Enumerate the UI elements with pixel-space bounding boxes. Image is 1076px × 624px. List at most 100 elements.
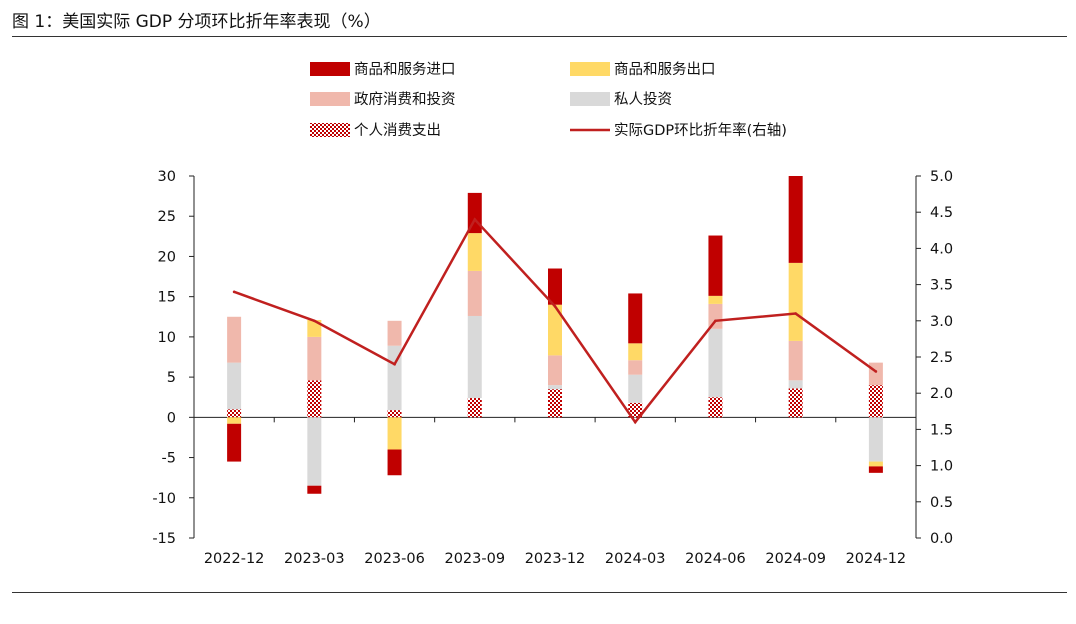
bar-consumption [868,385,883,418]
bar-imports [387,449,402,476]
title-rule [12,36,1067,37]
right-tick-label: 0.0 [930,531,953,547]
bar-government [227,316,242,363]
bar-consumption [548,389,562,418]
bar-imports [708,235,723,296]
legend-swatch-investment [570,92,610,106]
left-tick-label: -5 [162,451,176,467]
gdp-point [553,305,557,308]
x-tick-label: 2024-09 [765,551,826,567]
right-tick-label: 4.0 [930,241,953,257]
bar-imports [788,176,803,263]
bar-consumption [467,398,482,418]
legend-swatch-imports [310,62,350,76]
gdp-point [393,362,396,366]
gdp-point [473,218,477,221]
bar-exports [467,233,482,271]
left-tick-label: 10 [158,330,176,346]
legend-label-investment: 私人投资 [614,91,672,108]
bar-imports [548,268,562,305]
bar-government [788,340,803,381]
left-tick-label: -15 [152,531,176,547]
bar-imports [628,293,643,344]
bar-consumption [227,409,242,418]
bar-exports [387,417,402,450]
left-tick-label: 0 [167,410,176,426]
right-tick-label: 4.5 [930,205,953,221]
bar-government [868,362,883,386]
legend-label-consumption: 个人消费支出 [354,122,441,139]
right-tick-label: 2.5 [930,350,953,366]
x-tick-label: 2023-06 [364,551,425,567]
bar-government [307,336,322,381]
bar-investment [548,385,562,390]
bar-imports [227,423,242,462]
bar-exports [227,417,242,424]
legend-label-government: 政府消费和投资 [354,91,456,108]
gdp-point [313,319,316,323]
x-tick-label: 2024-12 [846,551,907,567]
gdp-point [714,319,717,323]
bar-consumption [708,397,723,418]
bar-consumption [307,380,322,418]
right-tick-label: 3.5 [930,278,953,294]
legend-swatch-government [310,92,350,106]
legend-swatch-exports [570,62,610,76]
left-tick-label: 25 [158,209,176,225]
left-tick-label: 30 [158,169,176,185]
bar-investment [708,328,723,398]
right-tick-label: 3.0 [930,314,953,330]
bar-investment [868,417,883,462]
bar-government [467,270,482,316]
x-tick-label: 2023-09 [444,551,505,567]
gdp-point [633,420,637,424]
x-tick-label: 2022-12 [204,551,265,567]
right-tick-label: 2.0 [930,386,953,402]
bar-government [548,355,562,386]
bar-government [628,360,643,375]
gdp-point [874,370,878,373]
bar-investment [788,380,803,389]
left-tick-label: 20 [158,249,176,265]
bar-government [387,320,402,346]
gdp-line [232,217,878,425]
right-tick-label: 5.0 [930,169,953,185]
x-tick-label: 2024-06 [685,551,746,567]
bar-consumption [788,388,803,418]
x-tick-label: 2023-12 [525,551,586,567]
tick-labels: 30 25 20 15 10 5 0 -5 -10 -15 5.0 4.5 4.0 3.5 3.0 2.5 2.… [152,169,953,567]
bottom-rule [12,592,1067,593]
bar-exports [628,343,643,361]
bar-exports [708,295,723,304]
bar-imports [307,485,322,494]
bar-investment [628,374,643,403]
legend-label-exports: 商品和服务出口 [614,61,716,78]
bar-exports [548,304,562,356]
bar-exports [788,262,803,341]
right-tick-label: 1.0 [930,459,953,475]
x-tick-label: 2024-03 [605,551,666,567]
bar-investment [467,315,482,399]
gdp-point [794,312,797,315]
left-tick-label: 15 [158,290,176,306]
bar-government [708,303,723,329]
left-tick-label: 5 [167,370,176,386]
right-tick-label: 0.5 [930,495,953,511]
left-tick-label: -10 [152,491,176,507]
legend-label-gdp_line: 实际GDP环比折年率(右轴) [614,122,787,139]
bar-investment [307,417,322,486]
bar-consumption [628,402,643,418]
legend-label-imports: 商品和服务进口 [354,61,456,78]
gdp-point [232,290,236,294]
bar-exports [868,461,883,467]
x-tick-label: 2023-03 [284,551,345,567]
bars [227,176,883,494]
bar-investment [227,362,242,410]
bar-consumption [387,410,402,418]
legend-swatch-consumption [310,123,350,137]
bar-exports [307,319,322,337]
figure-title: 图 1：美国实际 GDP 分项环比折年率表现（%） [12,12,381,32]
bar-imports [868,466,883,473]
